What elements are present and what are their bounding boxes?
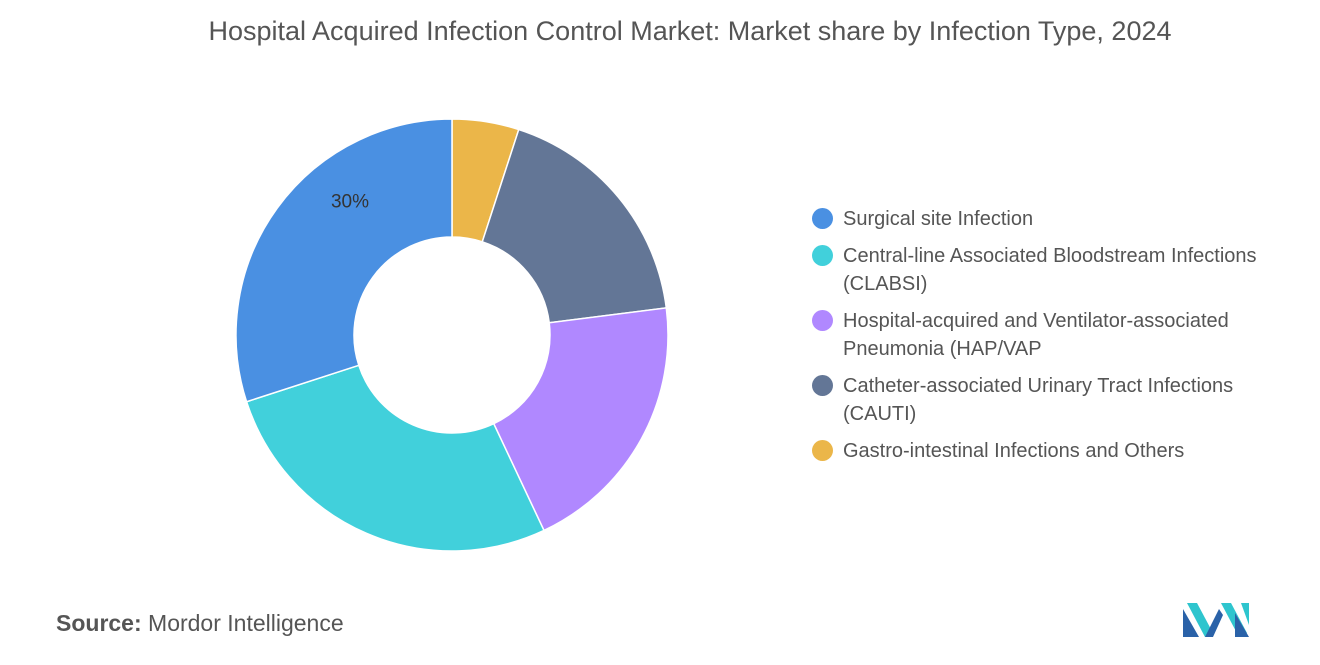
legend-label-2: Hospital-acquired and Ventilator-associa…	[843, 310, 1229, 360]
legend-swatch-1	[812, 245, 833, 266]
legend-item-4: Gastro-intestinal Infections and Others	[812, 437, 1312, 465]
legend-item-1: Central-line Associated Bloodstream Infe…	[812, 242, 1312, 298]
slice-1	[245, 364, 545, 552]
slice-label-0: 30%	[331, 192, 369, 213]
donut-slices	[235, 118, 669, 552]
legend-item-0: Surgical site Infection	[812, 205, 1312, 233]
legend-label-3: Catheter-associated Urinary Tract Infect…	[843, 375, 1234, 425]
chart-legend: Surgical site Infection Central-line Asso…	[812, 205, 1312, 474]
source-value: Mordor Intelligence	[148, 610, 344, 636]
legend-item-3: Catheter-associated Urinary Tract Infect…	[812, 372, 1312, 428]
legend-swatch-0	[812, 208, 833, 229]
slice-2	[492, 307, 669, 532]
legend-swatch-2	[812, 310, 833, 331]
legend-label-0: Surgical site Infection	[843, 208, 1034, 230]
source-label: Source:	[56, 610, 142, 636]
legend-swatch-3	[812, 375, 833, 396]
legend-label-4: Gastro-intestinal Infections and Others	[843, 440, 1185, 462]
legend-swatch-4	[812, 440, 833, 461]
mordor-intelligence-logo-icon	[1183, 603, 1249, 637]
source-note: Source: Mordor Intelligence	[56, 610, 344, 637]
legend-item-2: Hospital-acquired and Ventilator-associa…	[812, 307, 1312, 363]
slice-3	[481, 128, 668, 324]
slice-0	[235, 118, 453, 403]
legend-label-1: Central-line Associated Bloodstream Infe…	[843, 245, 1257, 295]
chart-title: Hospital Acquired Infection Control Mark…	[208, 16, 1172, 46]
slice-labels: 30%	[331, 192, 369, 213]
